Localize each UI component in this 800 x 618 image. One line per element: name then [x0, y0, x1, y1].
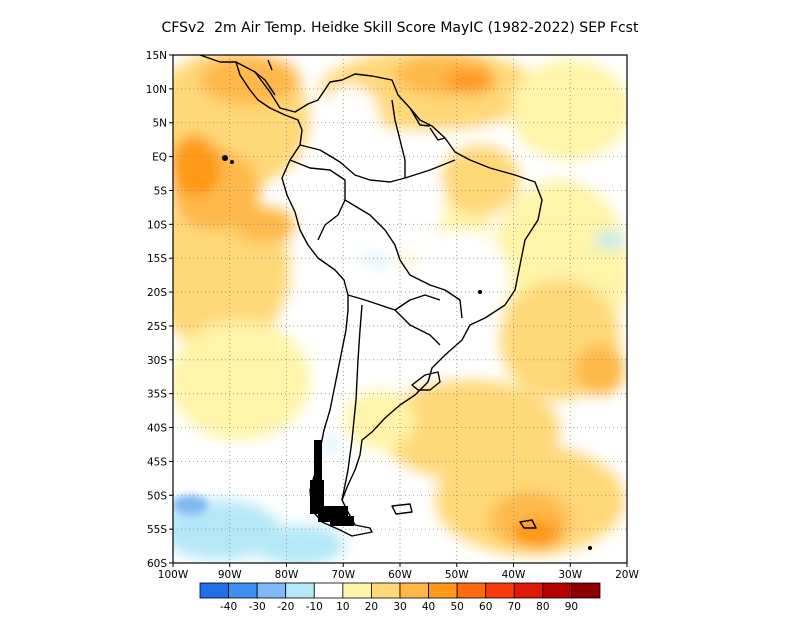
- colorbar-label: -10: [306, 601, 323, 613]
- lon-tick-label: 100W: [158, 569, 189, 581]
- colorbar-label: -40: [220, 601, 237, 613]
- colorbar-label: 80: [536, 601, 549, 613]
- lon-tick-label: 80W: [275, 569, 299, 581]
- lat-tick-label: 25S: [147, 321, 167, 333]
- lat-tick-label: 10N: [146, 84, 167, 96]
- lat-tick-label: 60S: [147, 558, 167, 570]
- lat-tick-label: 40S: [147, 423, 167, 435]
- colorbar-swatch: [399, 582, 429, 599]
- lon-tick-label: 60W: [388, 569, 412, 581]
- lon-tick-label: 40W: [502, 569, 526, 581]
- skill-field: [173, 55, 627, 563]
- colorbar-swatch: [256, 582, 287, 599]
- colorbar-label: 60: [479, 601, 492, 613]
- colorbar-swatch: [313, 582, 344, 599]
- colorbar-label: 20: [365, 601, 378, 613]
- colorbar-swatch: [428, 582, 458, 599]
- colorbar-swatch: [542, 582, 572, 599]
- lat-tick-label: 10S: [147, 219, 167, 231]
- lon-tick-label: 20W: [615, 569, 639, 581]
- lat-tick-label: 55S: [147, 524, 167, 536]
- colorbar-swatch: [199, 582, 229, 599]
- lat-tick-label: 20S: [147, 287, 167, 299]
- colorbar-swatch: [342, 582, 372, 599]
- coastlines: [199, 55, 543, 537]
- colorbar-label: 30: [393, 601, 406, 613]
- fjord-islands: [222, 155, 592, 550]
- axes: 15N 10N 5N EQ 5S 10S 15S 20S 25S 30S 35S 40S 45S 50S 5…: [146, 50, 640, 581]
- colorbar-swatch: [485, 582, 515, 599]
- colorbar-swatch: [371, 582, 401, 599]
- lon-tick-label: 50W: [445, 569, 469, 581]
- colorbar-swatch: [456, 582, 487, 599]
- lat-tick-label: 35S: [147, 389, 167, 401]
- colorbar-label: 40: [422, 601, 435, 613]
- colorbar-swatch: [228, 582, 258, 599]
- colorbar-label: 70: [508, 601, 521, 613]
- colorbar-label: 90: [565, 601, 578, 613]
- lat-tick-label: EQ: [152, 152, 167, 164]
- lon-tick-label: 30W: [558, 569, 582, 581]
- lat-tick-label: 5S: [154, 185, 168, 197]
- lat-tick-label: 5N: [152, 118, 167, 130]
- colorbar-swatch: [285, 582, 315, 599]
- colorbar: -40 -30 -20 -10 10 20 30 40 50 60 70 80 90: [199, 582, 601, 613]
- lat-tick-label: 50S: [147, 490, 167, 502]
- colorbar-swatch: [513, 582, 544, 599]
- lat-tick-label: 15S: [147, 253, 167, 265]
- colorbar-swatch: [571, 582, 601, 599]
- lon-tick-label: 70W: [331, 569, 355, 581]
- lat-tick-label: 15N: [146, 50, 167, 62]
- map-title: CFSv2 2m Air Temp. Heidke Skill Score Ma…: [161, 20, 639, 36]
- lat-tick-label: 45S: [147, 456, 167, 468]
- colorbar-label: -20: [277, 601, 294, 613]
- colorbar-label: 50: [450, 601, 463, 613]
- lat-tick-label: 30S: [147, 355, 167, 367]
- colorbar-label: 10: [336, 601, 349, 613]
- colorbar-label: -30: [249, 601, 266, 613]
- lon-tick-label: 90W: [218, 569, 242, 581]
